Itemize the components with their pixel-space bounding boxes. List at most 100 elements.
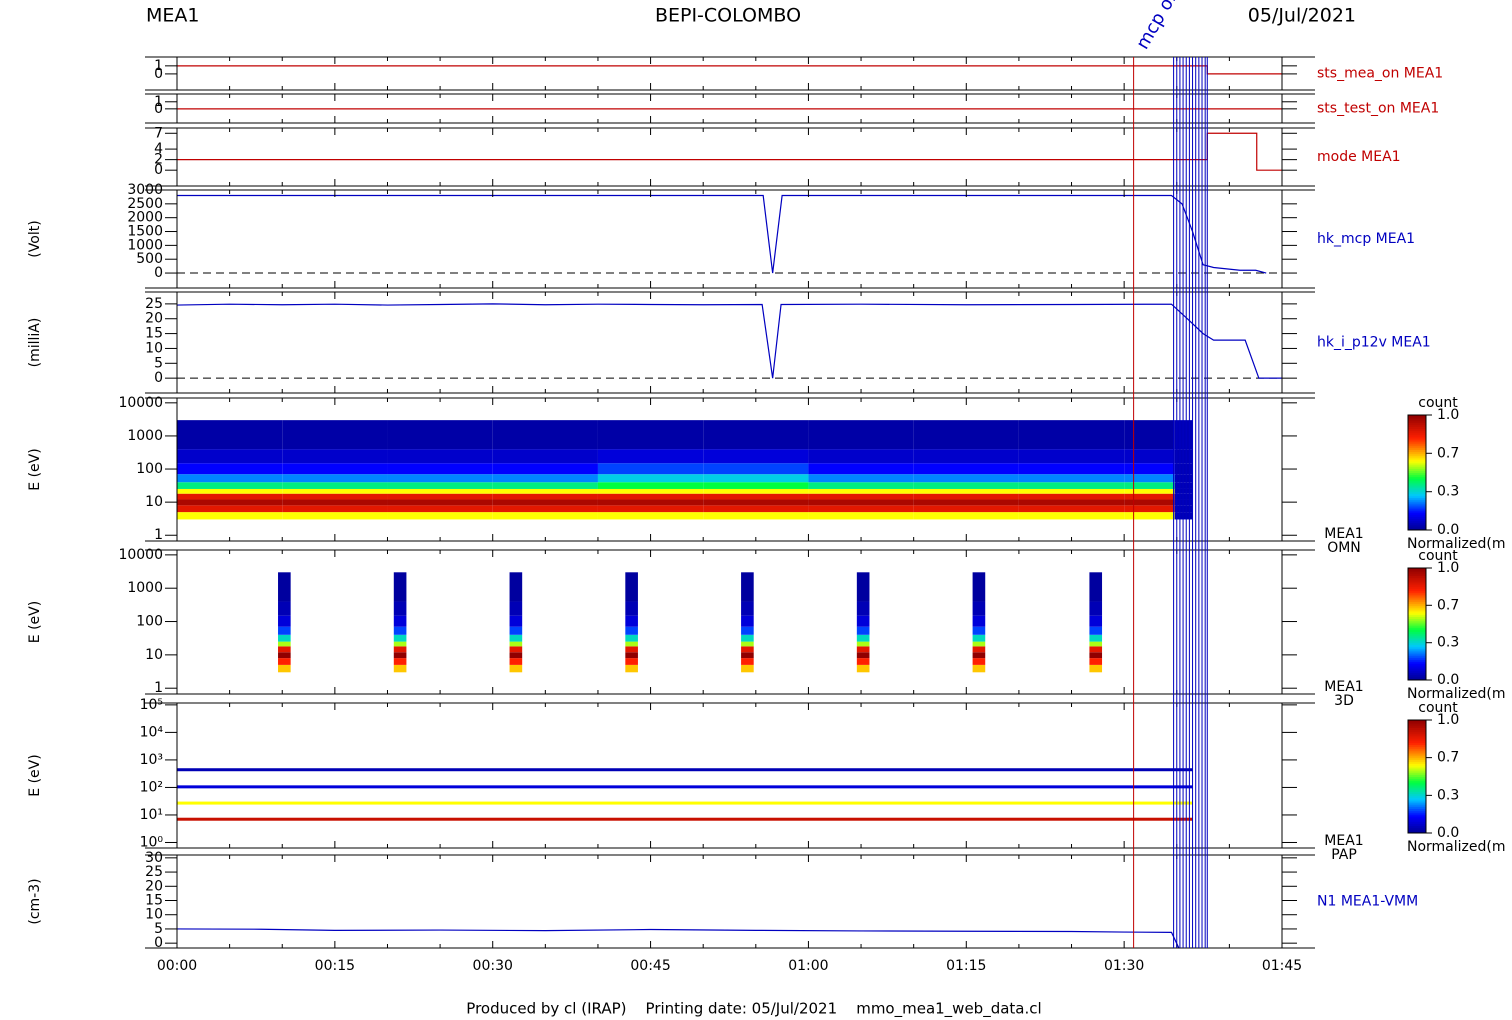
colorbar-step: [1408, 831, 1426, 834]
spectrogram-cell: [703, 482, 809, 489]
colorbar-step: [1408, 750, 1426, 753]
panel-label: hk_mcp MEA1: [1317, 231, 1415, 247]
spectrogram-cell: [856, 658, 870, 665]
y-tick-label: 0: [154, 66, 163, 82]
y-axis-label: (Volt): [27, 220, 43, 257]
colorbar-step: [1408, 821, 1426, 825]
colorbar-step: [1408, 774, 1426, 777]
colorbar-tick-label: 0.3: [1437, 787, 1459, 803]
spectrogram-cell: [856, 641, 870, 647]
panel-label: N1 MEA1-VMM: [1317, 894, 1418, 910]
spectrogram-cell: [703, 449, 809, 464]
y-tick-label: 15: [145, 326, 163, 342]
spectrogram-cell: [1018, 420, 1125, 450]
spectrogram-cell: [387, 463, 493, 475]
colorbar-step: [1408, 727, 1426, 730]
colorbar-step: [1408, 797, 1426, 800]
colorbar-step: [1408, 605, 1426, 608]
footer: Produced by cl (IRAP) Printing date: 05/…: [466, 1000, 1041, 1019]
spectrogram-cell: [278, 652, 291, 659]
colorbar-step: [1408, 464, 1426, 468]
colorbar-step: [1408, 573, 1426, 576]
colorbar-step: [1408, 584, 1426, 588]
spectrogram-cell: [509, 664, 523, 673]
colorbar-step: [1408, 616, 1426, 619]
spectrogram-cell: [972, 615, 986, 627]
colorbar-step: [1408, 620, 1426, 623]
panel-label: 3D: [1334, 693, 1354, 709]
y-tick-label: 10⁰: [140, 834, 164, 850]
colorbar-step: [1408, 466, 1426, 470]
colorbar-step: [1408, 597, 1426, 601]
y-tick-label: 100: [136, 461, 163, 477]
colorbar-step: [1408, 791, 1426, 794]
spectrogram-cell: [1018, 499, 1125, 506]
panel-label: MEA1: [1324, 679, 1363, 695]
colorbar-step: [1408, 449, 1426, 452]
header-left: MEA1: [146, 5, 199, 27]
colorbar-tick-label: 1.0: [1437, 712, 1459, 728]
colorbar-step: [1408, 601, 1426, 604]
y-tick-label: 1: [154, 58, 163, 74]
colorbar-step: [1408, 665, 1426, 668]
spectrogram-cell: [703, 499, 809, 506]
spectrogram-cell: [808, 499, 914, 506]
spectrogram-cell: [492, 512, 598, 520]
colorbar-tick-label: 0.0: [1437, 522, 1459, 538]
spectrogram-cell: [1174, 512, 1193, 520]
spectrogram-cell: [492, 493, 598, 500]
colorbar-step: [1408, 603, 1426, 606]
x-tick-label: 00:00: [157, 958, 197, 974]
spectrogram-cell: [625, 652, 638, 659]
colorbar-step: [1408, 508, 1426, 512]
colorbar-title: count: [1418, 700, 1458, 716]
spectrogram-cell: [856, 572, 870, 602]
spectrogram-cell: [1089, 634, 1103, 642]
spectrogram-cell: [597, 493, 704, 500]
spectrogram-cell: [741, 658, 754, 665]
spectrogram-cell: [1089, 641, 1103, 647]
y-axis-label: E (eV): [27, 448, 43, 490]
colorbar-step: [1408, 784, 1426, 787]
spectrogram-cell: [1018, 512, 1125, 520]
colorbar-tick-label: 0.7: [1437, 445, 1459, 461]
spectrogram-cell: [625, 634, 638, 642]
colorbar-step: [1408, 441, 1426, 445]
spectrogram-cell: [393, 652, 407, 659]
colorbar-step: [1408, 453, 1426, 456]
band: [177, 801, 1193, 805]
spectrogram-cell: [703, 474, 809, 483]
spectrogram-cell: [856, 646, 870, 653]
colorbar-step: [1408, 800, 1426, 804]
colorbar-step: [1408, 646, 1426, 649]
y-tick-label: 1000: [127, 237, 163, 253]
colorbar-step: [1408, 418, 1426, 422]
spectrogram-cell: [1089, 658, 1103, 665]
panel: [177, 303, 1282, 379]
colorbar-step: [1408, 568, 1426, 571]
colorbar-step: [1408, 588, 1426, 591]
colorbar-step: [1408, 825, 1426, 828]
y-tick-label: 10⁴: [140, 724, 164, 740]
spectrogram-cell: [703, 512, 809, 520]
colorbar-frame: [1407, 414, 1427, 531]
spectrogram-cell: [1018, 493, 1125, 500]
spectrogram-cell: [1089, 572, 1103, 602]
spectrogram-cell: [1089, 615, 1103, 627]
colorbar-step: [1408, 755, 1426, 759]
spectrogram-cell: [393, 626, 407, 635]
colorbar-step: [1408, 733, 1426, 736]
spectrogram-cell: [741, 664, 754, 673]
spectrogram-cell: [278, 572, 291, 602]
colorbar-step: [1408, 592, 1426, 595]
spectrogram-cell: [278, 658, 291, 665]
spectrogram-cell: [1124, 482, 1175, 489]
colorbar-step: [1408, 823, 1426, 826]
spectrogram-cell: [509, 626, 523, 635]
spectrogram-cell: [1018, 488, 1125, 494]
panel-label: hk_i_p12v MEA1: [1317, 335, 1431, 351]
spectrogram-cell: [625, 658, 638, 665]
colorbar-step: [1408, 518, 1426, 521]
spectrogram-cell: [1174, 482, 1193, 489]
